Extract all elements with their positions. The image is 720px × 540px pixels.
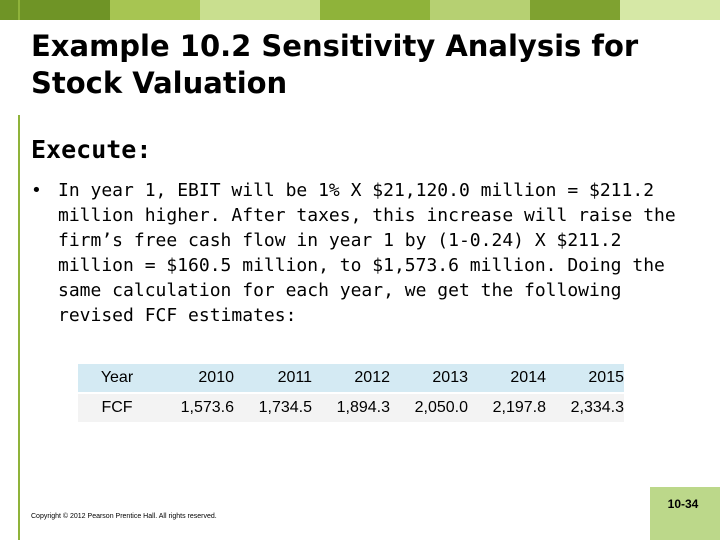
table-cell: 1,734.5 [234, 392, 312, 422]
fcf-table: Year 2010 2011 2012 2013 2014 2015 FCF 1… [78, 364, 624, 422]
table-cell: 1,573.6 [156, 392, 234, 422]
table-cell: 2,334.3 [546, 392, 624, 422]
slide-title: Example 10.2 Sensitivity Analysis for St… [31, 29, 639, 100]
band-segment [430, 0, 530, 20]
band-segment [320, 0, 430, 20]
band-segment [200, 0, 320, 20]
band-segment [110, 0, 200, 20]
bullet-dot: • [31, 180, 42, 201]
bullet-item: • In year 1, EBIT will be 1% X $21,120.0… [31, 178, 681, 328]
table-cell: 2,197.8 [468, 392, 546, 422]
bullet-list: • In year 1, EBIT will be 1% X $21,120.0… [31, 178, 681, 328]
page-number: 10-34 [667, 497, 699, 511]
table-row: FCF 1,573.6 1,734.5 1,894.3 2,050.0 2,19… [78, 392, 624, 422]
top-decorative-band [0, 0, 720, 20]
band-segment [620, 0, 720, 20]
bullet-text: In year 1, EBIT will be 1% X $21,120.0 m… [58, 180, 676, 326]
left-vertical-line [18, 0, 20, 540]
table-header-cell: 2015 [546, 364, 624, 393]
table-header-cell: 2013 [390, 364, 468, 393]
table-cell: 2,050.0 [390, 392, 468, 422]
title-area: Example 10.2 Sensitivity Analysis for St… [0, 20, 720, 115]
table-cell: 1,894.3 [312, 392, 390, 422]
band-segment [530, 0, 620, 20]
table-header-cell: 2012 [312, 364, 390, 393]
copyright-text: Copyright © 2012 Pearson Prentice Hall. … [31, 513, 217, 520]
table-header-row: Year 2010 2011 2012 2013 2014 2015 [78, 364, 624, 393]
table-cell: FCF [78, 392, 156, 422]
table-header-cell: 2010 [156, 364, 234, 393]
band-segment [0, 0, 110, 20]
table-header-cell: 2014 [468, 364, 546, 393]
page-number-box: 10-34 [650, 487, 720, 540]
table-header-cell: 2011 [234, 364, 312, 393]
section-heading: Execute: [31, 135, 152, 164]
table-header-cell: Year [78, 364, 156, 393]
